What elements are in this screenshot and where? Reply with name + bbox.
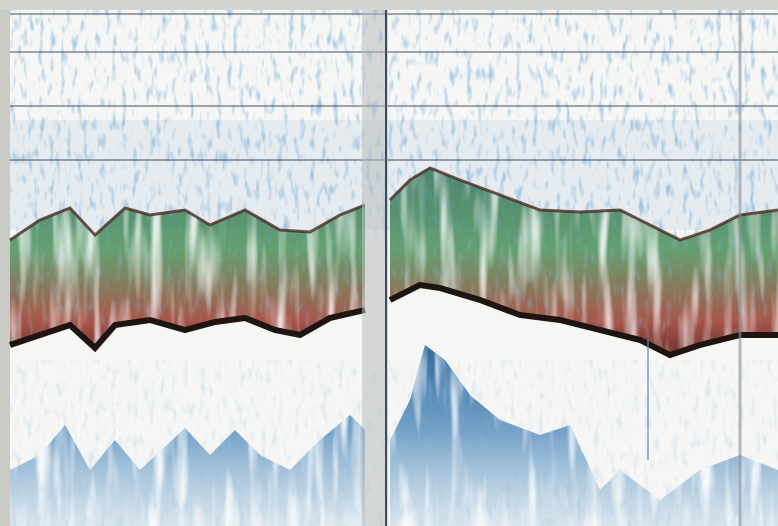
range-lines (10, 13, 778, 161)
layer-bottom-contour (388, 281, 778, 359)
layer-bottom-contour (9, 307, 366, 353)
layer-top-contour (388, 166, 778, 242)
left-border (0, 0, 10, 526)
layer-top-contour (9, 203, 366, 242)
ping-gap (362, 10, 388, 526)
bottom-noise (10, 360, 778, 526)
top-border (0, 0, 778, 10)
